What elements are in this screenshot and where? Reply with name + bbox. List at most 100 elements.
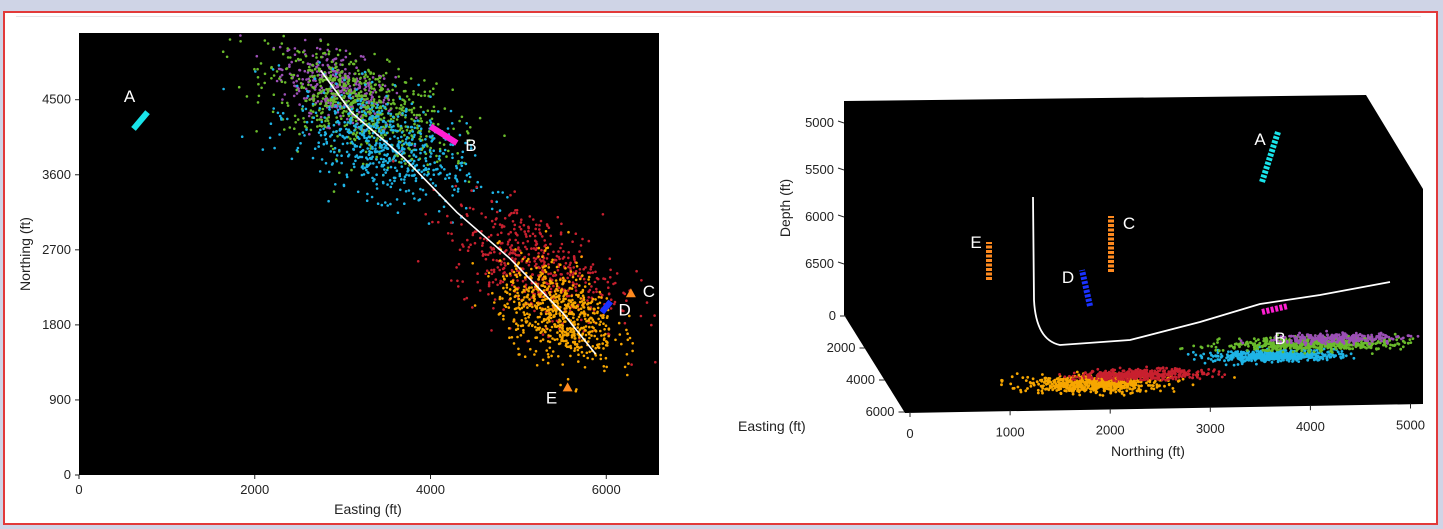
event-point	[1220, 375, 1224, 379]
event-point	[527, 315, 530, 319]
event-point	[533, 260, 536, 263]
event-point	[318, 118, 322, 121]
event-point	[599, 320, 602, 324]
event-point	[362, 134, 365, 137]
event-point	[502, 308, 505, 311]
event-point	[1134, 383, 1138, 387]
event-point	[1237, 357, 1241, 360]
event-point	[437, 210, 441, 213]
event-point	[1169, 376, 1172, 380]
event-point	[347, 82, 350, 85]
event-point	[337, 78, 340, 82]
event-point	[309, 83, 313, 87]
event-point	[288, 63, 291, 67]
event-point	[1388, 339, 1392, 342]
event-point	[465, 174, 469, 177]
event-point	[548, 346, 552, 350]
event-point	[1085, 373, 1089, 377]
event-point	[382, 101, 385, 104]
event-point	[341, 88, 344, 92]
event-point	[413, 142, 417, 146]
event-point	[462, 245, 465, 248]
event-point	[315, 46, 319, 50]
event-point	[356, 93, 360, 97]
event-point	[338, 48, 342, 52]
event-point	[400, 135, 403, 139]
event-point	[308, 132, 311, 136]
event-point	[535, 266, 538, 270]
event-point	[495, 210, 499, 214]
event-point	[589, 265, 593, 269]
event-point	[1336, 344, 1339, 348]
event-point	[368, 135, 372, 139]
event-point	[409, 77, 413, 80]
event-point	[305, 89, 309, 93]
event-point	[318, 61, 321, 64]
event-point	[1328, 345, 1332, 349]
event-point	[586, 313, 590, 317]
event-point	[1094, 391, 1098, 395]
event-point	[454, 184, 458, 188]
event-point	[458, 248, 462, 252]
event-point	[1086, 384, 1090, 388]
event-point	[317, 69, 321, 72]
event-point	[358, 97, 361, 101]
event-point	[527, 253, 531, 256]
event-point	[496, 233, 500, 236]
event-point	[431, 138, 434, 142]
event-point	[601, 342, 604, 345]
event-point	[364, 114, 368, 118]
event-point	[1214, 345, 1218, 349]
event-point	[330, 92, 334, 95]
event-point	[590, 334, 593, 337]
event-point	[336, 53, 340, 57]
event-point	[557, 321, 560, 324]
event-point	[1059, 391, 1063, 395]
event-point	[1366, 344, 1369, 347]
event-point	[302, 50, 305, 54]
event-point	[1318, 356, 1322, 359]
event-point	[1125, 373, 1128, 377]
event-point	[569, 330, 572, 333]
event-point	[595, 290, 598, 294]
event-point	[328, 105, 331, 109]
event-point	[385, 94, 388, 98]
event-point	[388, 159, 391, 163]
event-point	[562, 329, 565, 333]
event-point	[389, 107, 393, 110]
event-point	[1268, 342, 1272, 346]
event-point	[1244, 355, 1247, 358]
event-point	[395, 169, 399, 172]
event-point	[432, 87, 435, 90]
event-point	[278, 133, 281, 136]
event-point	[402, 142, 406, 146]
event-point	[487, 293, 490, 296]
event-point	[466, 131, 470, 135]
event-point	[576, 323, 580, 326]
event-point	[404, 81, 408, 84]
event-point	[1300, 349, 1304, 353]
event-point	[413, 173, 416, 177]
event-point	[364, 85, 368, 89]
event-point	[345, 150, 349, 154]
event-point	[555, 300, 558, 304]
event-point	[567, 294, 571, 298]
plan-view-x-axis-label: Easting (ft)	[334, 501, 402, 517]
event-point	[1369, 346, 1373, 350]
event-point	[296, 146, 300, 150]
event-point	[322, 91, 326, 94]
event-point	[363, 58, 367, 61]
event-point	[351, 121, 355, 125]
event-point	[537, 255, 540, 258]
event-point	[357, 91, 361, 95]
event-point	[506, 243, 510, 246]
plan-view-well-path	[320, 70, 597, 355]
event-point	[1095, 374, 1099, 378]
event-point	[360, 124, 363, 128]
event-point	[1092, 385, 1095, 388]
event-point	[513, 223, 517, 227]
event-point	[380, 203, 384, 207]
event-point	[349, 122, 352, 125]
event-point	[1301, 352, 1304, 356]
